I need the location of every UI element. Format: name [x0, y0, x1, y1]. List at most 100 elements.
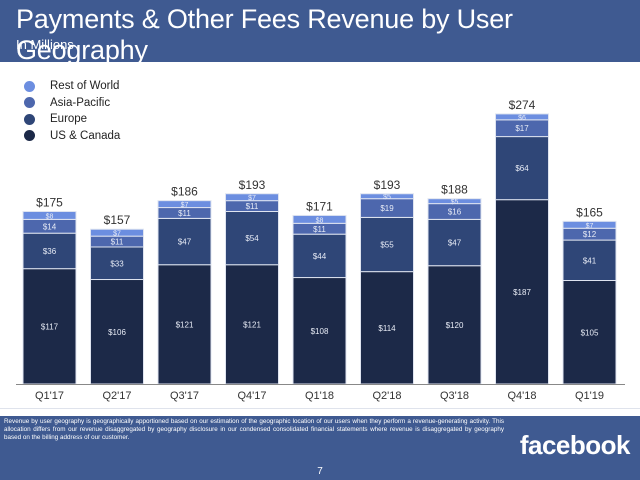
bar-segment-us-canada: [225, 264, 279, 385]
bar-segment-us-canada: [562, 280, 617, 385]
footnote: Revenue by user geography is geographica…: [4, 418, 504, 441]
bar-segment-europe: [562, 239, 617, 281]
page-number: 7: [317, 466, 323, 477]
data-label-asia-pacific: $17: [515, 124, 529, 133]
data-label-asia-pacific: $14: [43, 222, 57, 231]
bar-segment-us-canada: [90, 279, 144, 385]
footer-bar: Revenue by user geography is geographica…: [0, 416, 640, 480]
x-tick-label: Q4'17: [237, 390, 266, 402]
legend-label: Rest of World: [50, 80, 120, 93]
data-label-europe: $64: [515, 164, 529, 173]
data-label-rest-of-world: $8: [46, 213, 54, 220]
legend-label: US & Canada: [50, 129, 121, 142]
data-label-asia-pacific: $19: [380, 204, 394, 213]
bar-segment-us-canada: [427, 265, 482, 385]
data-label-rest-of-world: $8: [316, 217, 324, 224]
bar-segment-europe: [427, 218, 482, 267]
bar-segment-europe: [225, 211, 279, 266]
legend-item-europe: Europe: [24, 111, 120, 128]
data-label-rest-of-world: $7: [181, 202, 189, 209]
bar-segment-us-canada: [495, 199, 549, 385]
data-label-asia-pacific: $12: [583, 230, 597, 239]
x-tick-label: Q4'18: [507, 390, 536, 402]
bar-segment-rest-of-world: [360, 193, 414, 200]
stacked-bar-chart: $117$36$14$8$175Q1'17$106$33$11$7$157Q2'…: [16, 98, 625, 402]
total-label: $188: [441, 183, 468, 197]
data-label-us-canada: $114: [378, 324, 396, 333]
data-label-asia-pacific: $11: [178, 209, 191, 218]
data-label-rest-of-world: $7: [248, 195, 256, 202]
bar-segment-rest-of-world: [427, 198, 482, 205]
data-label-asia-pacific: $11: [313, 225, 326, 234]
legend-swatch-us-canada: [24, 130, 35, 142]
data-label-europe: $54: [245, 234, 259, 243]
bar-segment-europe: [90, 246, 144, 281]
data-label-asia-pacific: $16: [448, 208, 462, 217]
data-label-rest-of-world: $5: [383, 194, 391, 201]
legend-label: Europe: [50, 113, 88, 126]
data-label-asia-pacific: $11: [246, 202, 259, 211]
total-label: $175: [36, 196, 63, 210]
total-label: $157: [104, 213, 131, 227]
x-tick-label: Q2'17: [102, 390, 131, 402]
data-label-us-canada: $121: [243, 320, 261, 329]
data-label-us-canada: $187: [513, 288, 531, 297]
data-label-europe: $55: [380, 241, 394, 250]
total-label: $193: [239, 178, 266, 192]
legend-item-rest-of-world: Rest of World: [24, 78, 120, 95]
x-tick-label: Q3'17: [170, 390, 199, 402]
data-label-us-canada: $120: [446, 321, 464, 330]
total-label: $193: [374, 178, 401, 192]
legend-swatch-europe: [24, 113, 35, 125]
total-label: $171: [306, 199, 333, 213]
data-label-europe: $36: [43, 247, 57, 256]
bar-segment-us-canada: [292, 277, 347, 385]
data-label-rest-of-world: $7: [586, 223, 594, 230]
legend-item-asia-pacific: Asia-Pacific: [24, 95, 120, 112]
bar-segment-rest-of-world: [90, 228, 144, 237]
total-label: $186: [171, 185, 198, 199]
header-bar: Payments & Other Fees Revenue by User Ge…: [0, 0, 640, 65]
data-label-europe: $47: [178, 238, 192, 247]
bar-segment-us-canada: [157, 264, 212, 385]
bar-segment-rest-of-world: [495, 113, 549, 121]
data-label-us-canada: $121: [176, 320, 194, 329]
bar-segment-europe: [495, 136, 549, 201]
total-label: $165: [576, 205, 603, 219]
legend-label: Asia-Pacific: [50, 96, 111, 109]
x-tick-label: Q2'18: [372, 390, 401, 402]
data-label-us-canada: $106: [108, 328, 126, 337]
page-title: Payments & Other Fees Revenue by User Ge…: [16, 4, 513, 65]
data-label-asia-pacific: $11: [111, 238, 124, 247]
data-label-us-canada: $108: [311, 327, 329, 336]
data-label-rest-of-world: $6: [518, 115, 526, 122]
chart-legend: Rest of World Asia-Pacific Europe US & C…: [24, 78, 120, 144]
x-tick-label: Q1'18: [305, 390, 334, 402]
data-label-us-canada: $117: [41, 322, 59, 331]
bar-segment-europe: [292, 233, 347, 279]
legend-item-us-canada: US & Canada: [24, 128, 120, 145]
bar-segment-us-canada: [22, 268, 77, 385]
x-tick-label: Q1'17: [35, 390, 64, 402]
data-label-europe: $33: [110, 259, 124, 268]
data-label-europe: $44: [313, 252, 327, 261]
legend-swatch-asia-pacific: [24, 97, 35, 109]
bar-segment-us-canada: [360, 271, 414, 385]
page-subtitle: In Millions: [16, 37, 74, 52]
bar-segment-rest-of-world: [225, 193, 279, 202]
data-label-us-canada: $105: [581, 328, 599, 337]
data-label-europe: $47: [448, 239, 462, 248]
total-label: $274: [509, 98, 536, 112]
data-label-rest-of-world: $5: [451, 199, 459, 206]
bar-segment-europe: [22, 232, 77, 270]
facebook-logo: facebook: [519, 430, 631, 460]
data-label-rest-of-world: $7: [113, 231, 121, 238]
legend-swatch-rest-of-world: [24, 80, 35, 92]
data-label-europe: $41: [583, 256, 597, 265]
bar-segment-rest-of-world: [292, 214, 347, 224]
bar-segment-rest-of-world: [562, 220, 617, 229]
x-tick-label: Q3'18: [440, 390, 469, 402]
bar-segment-rest-of-world: [22, 211, 77, 220]
x-tick-label: Q1'19: [575, 390, 604, 402]
footer-divider: [0, 408, 640, 409]
